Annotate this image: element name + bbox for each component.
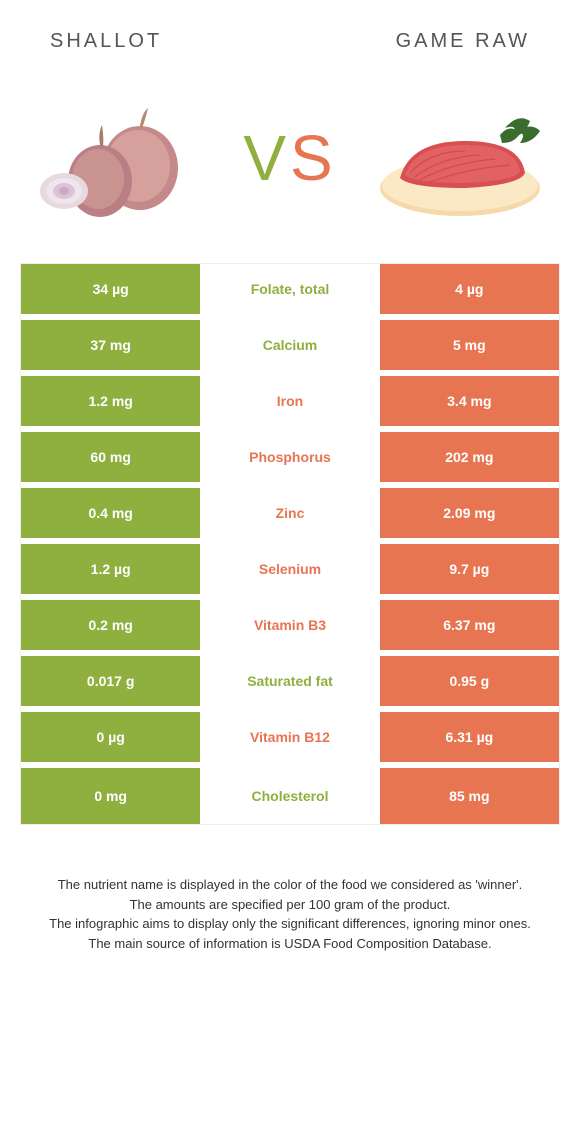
value-game: 6.31 µg: [380, 712, 559, 762]
value-game: 0.95 g: [380, 656, 559, 706]
game-meat-image: [370, 93, 550, 223]
table-row: 1.2 mgIron3.4 mg: [21, 376, 559, 432]
value-game: 9.7 µg: [380, 544, 559, 594]
title-left: SHALLOT: [50, 30, 162, 53]
table-row: 0.017 gSaturated fat0.95 g: [21, 656, 559, 712]
value-game: 202 mg: [380, 432, 559, 482]
table-row: 0 µgVitamin B126.31 µg: [21, 712, 559, 768]
value-shallot: 0.4 mg: [21, 488, 200, 538]
comparison-table: 34 µgFolate, total4 µg37 mgCalcium5 mg1.…: [20, 263, 560, 825]
value-game: 4 µg: [380, 264, 559, 314]
table-row: 1.2 µgSelenium9.7 µg: [21, 544, 559, 600]
footer-line: The amounts are specified per 100 gram o…: [30, 895, 550, 915]
value-shallot: 1.2 µg: [21, 544, 200, 594]
value-shallot: 1.2 mg: [21, 376, 200, 426]
footer-line: The main source of information is USDA F…: [30, 934, 550, 954]
vs-v: V: [243, 122, 290, 194]
value-shallot: 0.2 mg: [21, 600, 200, 650]
value-shallot: 0.017 g: [21, 656, 200, 706]
value-shallot: 37 mg: [21, 320, 200, 370]
hero-row: VS: [20, 73, 560, 263]
nutrient-label: Calcium: [200, 320, 379, 370]
value-game: 85 mg: [380, 768, 559, 824]
nutrient-label: Phosphorus: [200, 432, 379, 482]
value-game: 5 mg: [380, 320, 559, 370]
nutrient-label: Selenium: [200, 544, 379, 594]
value-shallot: 60 mg: [21, 432, 200, 482]
shallot-image: [30, 93, 210, 223]
vs-s: S: [290, 122, 337, 194]
value-shallot: 0 µg: [21, 712, 200, 762]
nutrient-label: Folate, total: [200, 264, 379, 314]
table-row: 0.2 mgVitamin B36.37 mg: [21, 600, 559, 656]
nutrient-label: Vitamin B12: [200, 712, 379, 762]
value-game: 3.4 mg: [380, 376, 559, 426]
nutrient-label: Iron: [200, 376, 379, 426]
table-row: 34 µgFolate, total4 µg: [21, 264, 559, 320]
table-row: 0 mgCholesterol85 mg: [21, 768, 559, 824]
infographic-container: SHALLOT GAME RAW VS: [0, 0, 580, 993]
footer-line: The infographic aims to display only the…: [30, 914, 550, 934]
footer-line: The nutrient name is displayed in the co…: [30, 875, 550, 895]
title-right: GAME RAW: [396, 30, 530, 53]
value-shallot: 34 µg: [21, 264, 200, 314]
nutrient-label: Saturated fat: [200, 656, 379, 706]
vs-label: VS: [243, 121, 336, 195]
footer-notes: The nutrient name is displayed in the co…: [20, 825, 560, 973]
value-game: 6.37 mg: [380, 600, 559, 650]
table-row: 0.4 mgZinc2.09 mg: [21, 488, 559, 544]
value-shallot: 0 mg: [21, 768, 200, 824]
value-game: 2.09 mg: [380, 488, 559, 538]
header: SHALLOT GAME RAW: [20, 20, 560, 73]
nutrient-label: Zinc: [200, 488, 379, 538]
table-row: 60 mgPhosphorus202 mg: [21, 432, 559, 488]
table-row: 37 mgCalcium5 mg: [21, 320, 559, 376]
nutrient-label: Cholesterol: [200, 768, 379, 824]
nutrient-label: Vitamin B3: [200, 600, 379, 650]
